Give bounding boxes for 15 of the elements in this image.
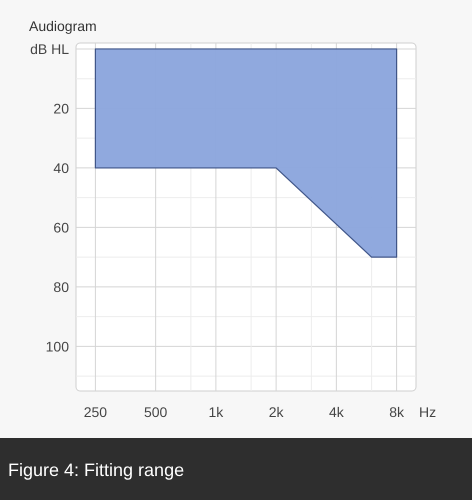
chart-title: Audiogram — [29, 18, 97, 34]
x-tick-label: 8k — [389, 404, 405, 420]
y-tick-label: 100 — [46, 338, 70, 354]
x-tick-label: 4k — [328, 404, 345, 420]
y-tick-label: 20 — [53, 100, 70, 116]
x-tick-label: 250 — [84, 404, 108, 420]
y-tick-label: 40 — [53, 160, 70, 176]
y-tick-label: dB HL — [30, 40, 70, 57]
x-tick-label: 500 — [144, 404, 168, 420]
x-axis-title: Hz — [419, 404, 436, 420]
x-tick-label: 2k — [268, 404, 285, 420]
x-tick-label: 1k — [208, 404, 224, 420]
y-tick-label: 60 — [53, 219, 70, 236]
caption: Figure 4: Fitting range — [8, 460, 184, 480]
y-tick-label: 80 — [53, 278, 70, 295]
